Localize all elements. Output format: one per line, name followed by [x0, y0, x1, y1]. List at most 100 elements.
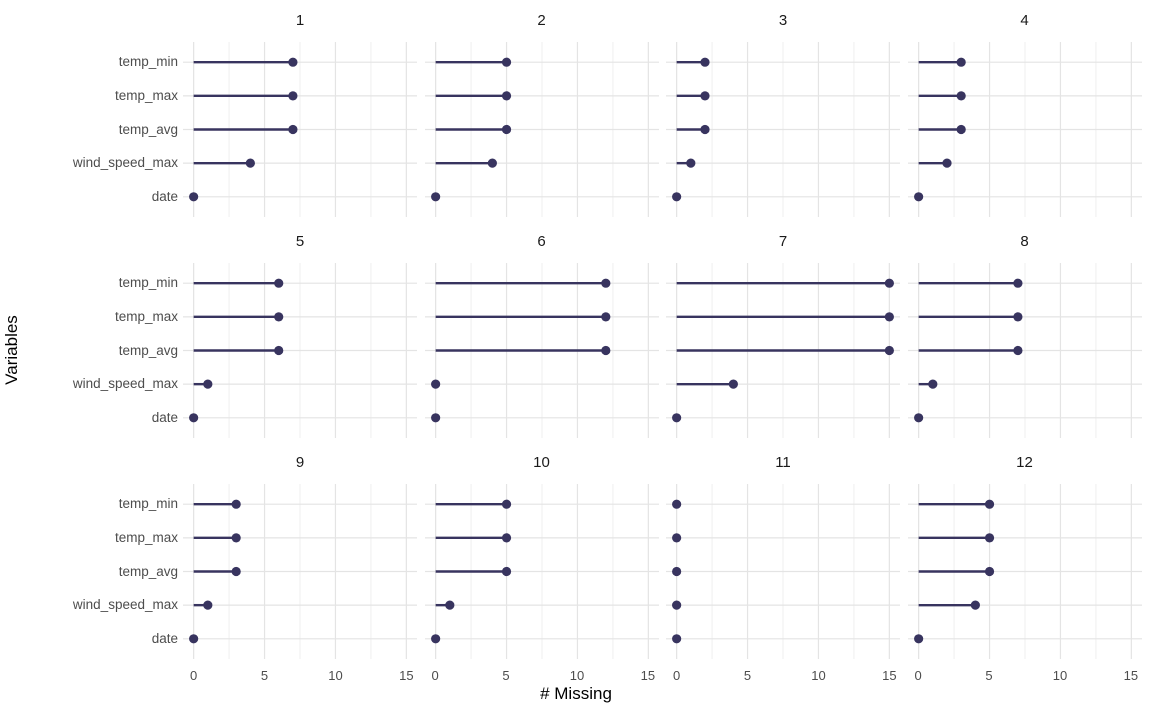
lollipop-point [501, 499, 511, 509]
lollipop-point [430, 192, 440, 202]
lollipop-point [672, 600, 682, 610]
x-tick-label: 0 [190, 668, 198, 683]
variable-label: date [151, 630, 178, 646]
facet-panel [183, 263, 417, 438]
x-tick-label: 15 [1123, 668, 1139, 683]
facet-title: 3 [778, 12, 788, 29]
lollipop-point [288, 57, 298, 67]
facet-panel [424, 484, 659, 659]
lollipop-point [913, 192, 923, 202]
variable-label: temp_avg [118, 563, 178, 579]
lollipop-point [288, 91, 298, 101]
lollipop-point [1012, 345, 1023, 356]
facet-title: 11 [775, 454, 791, 471]
lollipop-point [231, 499, 241, 509]
lollipop-point [672, 413, 682, 423]
lollipop-point [913, 634, 923, 644]
lollipop-point [231, 533, 241, 543]
facet-title: 7 [778, 233, 788, 250]
x-tick-label: 5 [985, 668, 993, 683]
lollipop-point [501, 91, 511, 101]
lollipop-point [700, 91, 710, 101]
variable-label: temp_avg [118, 342, 178, 358]
lollipop-point [672, 533, 682, 543]
lollipop-point [700, 124, 710, 135]
lollipop-point [501, 124, 511, 135]
x-tick-label: 5 [743, 668, 752, 683]
facet-panel [666, 484, 900, 659]
facet-title: 12 [1016, 454, 1033, 471]
lollipop-point [189, 192, 199, 202]
variable-label: temp_max [114, 529, 178, 545]
lollipop-point [956, 57, 966, 67]
lollipop-point [189, 634, 199, 644]
lollipop-point [941, 158, 952, 168]
lollipop-point [672, 192, 682, 202]
lollipop-point [686, 158, 696, 168]
facet-title: 8 [1020, 233, 1029, 250]
x-tick-label: 15 [640, 668, 656, 683]
lollipop-point [189, 413, 199, 423]
lollipop-point [203, 379, 213, 389]
lollipop-point [1012, 312, 1023, 322]
variable-label: temp_min [118, 496, 178, 512]
facet-panel [666, 263, 900, 438]
x-tick-label: 15 [399, 668, 414, 683]
facet-title: 6 [537, 233, 546, 250]
lollipop-point [274, 278, 284, 288]
facet-title: 5 [295, 233, 305, 250]
facet-panel [907, 263, 1142, 438]
lollipop-point [274, 345, 284, 356]
lollipop-point [203, 600, 213, 610]
facet-panel [907, 484, 1142, 659]
lollipop-point [672, 566, 682, 577]
x-tick-label: 5 [502, 668, 510, 683]
x-tick-label: 0 [431, 668, 439, 683]
lollipop-point [728, 379, 738, 389]
variable-label: date [151, 409, 178, 425]
variable-label: temp_avg [118, 121, 178, 137]
x-axis-title: # Missing [540, 684, 612, 703]
lollipop-point [984, 499, 994, 509]
lollipop-point [927, 379, 937, 389]
facet-title: 4 [1020, 12, 1029, 29]
variable-label: date [151, 188, 178, 204]
variable-label: wind_speed_max [72, 597, 178, 613]
lollipop-point [501, 57, 511, 67]
lollipop-point [600, 278, 610, 288]
facet-title: 2 [537, 12, 546, 29]
variable-label: temp_min [118, 275, 178, 291]
facet-panel [666, 42, 900, 217]
facet-panel [424, 42, 659, 217]
variable-label: wind_speed_max [72, 155, 178, 171]
facet-title: 10 [533, 454, 550, 471]
lollipop-point [984, 566, 994, 577]
lollipop-point [274, 312, 284, 322]
x-tick-label: 0 [914, 668, 922, 683]
lollipop-point [884, 278, 894, 288]
lollipop-point [444, 600, 454, 610]
lollipop-point [970, 600, 980, 610]
lollipop-point [288, 124, 298, 135]
x-tick-label: 10 [811, 668, 826, 683]
lollipop-point [1012, 278, 1023, 288]
variable-label: temp_max [114, 308, 178, 324]
x-tick-label: 15 [882, 668, 897, 683]
x-tick-label: 10 [569, 668, 585, 683]
variable-label: temp_min [118, 54, 178, 70]
lollipop-point [672, 499, 682, 509]
x-tick-label: 10 [1052, 668, 1068, 683]
lollipop-point [672, 634, 682, 644]
facet-title: 1 [295, 12, 305, 29]
lollipop-point [501, 566, 511, 577]
lollipop-point [700, 57, 710, 67]
facet-panel [183, 42, 417, 217]
lollipop-point [956, 91, 966, 101]
lollipop-point [884, 345, 894, 356]
lollipop-point [430, 379, 440, 389]
lollipop-point [884, 312, 894, 322]
facet-title: 9 [295, 454, 305, 471]
lollipop-point [956, 124, 966, 135]
lollipop-point [600, 312, 610, 322]
